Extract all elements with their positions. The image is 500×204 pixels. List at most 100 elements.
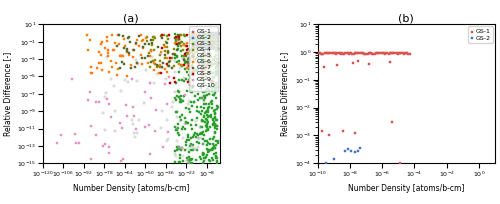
- GS-2: [210, 32, 218, 35]
- GS-4: [148, 43, 156, 47]
- GS-2: [207, 47, 215, 50]
- GS-8: [174, 42, 182, 46]
- GS-2: [202, 37, 209, 40]
- GS-3: [210, 142, 218, 145]
- GS-10: [184, 147, 192, 151]
- GS-3: [178, 79, 186, 82]
- GS-3: [204, 142, 212, 145]
- GS-3: [194, 66, 202, 70]
- GS-3: [206, 34, 214, 38]
- GS-2: [200, 33, 207, 37]
- GS-3: [185, 79, 193, 82]
- GS-3: [209, 75, 217, 78]
- GS-6: [111, 41, 119, 44]
- GS-2: [190, 41, 198, 45]
- GS-1: [209, 37, 217, 40]
- GS-3: [207, 37, 215, 40]
- GS-3: [210, 123, 218, 127]
- GS-1: [328, 51, 336, 54]
- GS-5: [102, 95, 110, 99]
- GS-3: [186, 77, 194, 80]
- GS-3: [208, 63, 216, 67]
- GS-3: [202, 33, 210, 37]
- GS-3: [199, 36, 207, 40]
- GS-1: [316, 51, 324, 54]
- GS-2: [190, 38, 198, 41]
- GS-3: [176, 41, 184, 44]
- GS-1: [328, 51, 336, 55]
- GS-3: [201, 95, 209, 99]
- GS-3: [205, 34, 213, 37]
- GS-2: [193, 36, 201, 39]
- GS-3: [206, 85, 214, 89]
- GS-2: [206, 32, 214, 35]
- GS-3: [206, 160, 214, 163]
- GS-7: [202, 43, 210, 46]
- GS-1: [205, 39, 213, 43]
- GS-6: [129, 56, 137, 59]
- GS-2: [192, 34, 200, 37]
- GS-3: [210, 110, 218, 113]
- GS-10: [194, 145, 202, 148]
- GS-7: [200, 51, 208, 54]
- GS-2: [204, 44, 212, 48]
- GS-3: [210, 47, 218, 50]
- GS-6: [87, 72, 95, 75]
- GS-9: [68, 77, 76, 80]
- GS-3: [186, 158, 194, 162]
- GS-3: [200, 81, 208, 84]
- GS-3: [188, 161, 196, 165]
- GS-2: [350, 151, 358, 154]
- GS-6: [94, 51, 102, 54]
- GS-9: [106, 152, 114, 155]
- GS-1: [364, 52, 372, 55]
- GS-5: [102, 92, 110, 95]
- GS-3: [212, 91, 220, 94]
- GS-3: [210, 43, 218, 46]
- GS-3: [192, 56, 200, 59]
- GS-10: [199, 143, 207, 146]
- GS-3: [206, 61, 214, 64]
- GS-2: [188, 34, 196, 37]
- GS-3: [202, 75, 210, 79]
- GS-5: [112, 109, 120, 112]
- GS-3: [180, 94, 188, 98]
- GS-3: [210, 153, 218, 156]
- GS-3: [205, 114, 213, 118]
- GS-3: [198, 57, 206, 60]
- GS-3: [212, 74, 220, 77]
- GS-5: [128, 118, 136, 122]
- GS-3: [198, 67, 206, 70]
- GS-3: [182, 121, 190, 125]
- GS-1: [206, 32, 214, 35]
- GS-3: [198, 132, 205, 136]
- GS-3: [182, 51, 190, 54]
- GS-3: [209, 137, 217, 141]
- GS-6: [108, 33, 116, 37]
- GS-3: [185, 107, 193, 111]
- GS-1: [380, 51, 388, 55]
- GS-3: [201, 39, 209, 42]
- GS-3: [210, 112, 218, 115]
- GS-3: [208, 90, 216, 93]
- GS-7: [148, 41, 156, 45]
- GS-3: [210, 131, 218, 134]
- GS-1: [214, 32, 222, 35]
- GS-5: [172, 60, 179, 63]
- GS-1: [208, 32, 216, 35]
- GS-8: [182, 48, 190, 52]
- GS-1: [325, 134, 333, 137]
- GS-7: [126, 40, 134, 44]
- GS-1: [213, 32, 221, 35]
- GS-4: [212, 55, 220, 59]
- GS-10: [183, 160, 191, 163]
- GS-3: [188, 47, 196, 50]
- GS-3: [172, 56, 180, 59]
- GS-3: [204, 115, 212, 118]
- GS-2: [192, 39, 200, 42]
- GS-3: [208, 107, 216, 110]
- GS-9: [178, 146, 186, 150]
- GS-3: [212, 72, 220, 75]
- GS-4: [208, 64, 216, 67]
- GS-3: [174, 54, 182, 58]
